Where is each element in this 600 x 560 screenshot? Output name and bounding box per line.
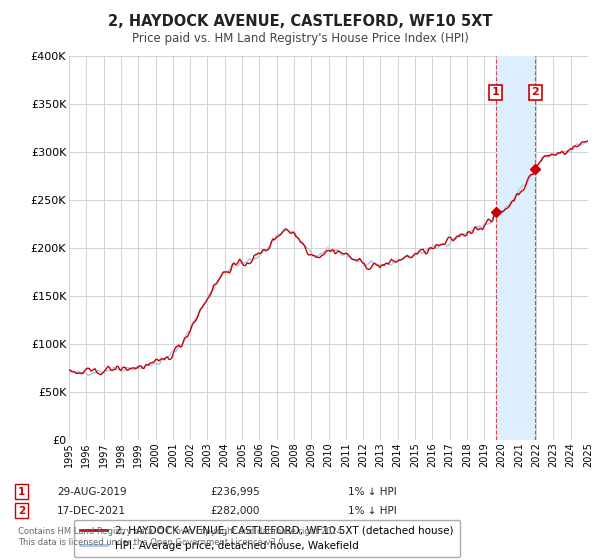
Text: Contains HM Land Registry data © Crown copyright and database right 2024.: Contains HM Land Registry data © Crown c… bbox=[18, 528, 344, 536]
Text: Price paid vs. HM Land Registry's House Price Index (HPI): Price paid vs. HM Land Registry's House … bbox=[131, 32, 469, 45]
Text: 2: 2 bbox=[532, 87, 539, 97]
Text: 29-AUG-2019: 29-AUG-2019 bbox=[57, 487, 127, 497]
Text: 1% ↓ HPI: 1% ↓ HPI bbox=[348, 487, 397, 497]
Text: 2: 2 bbox=[18, 506, 25, 516]
Text: This data is licensed under the Open Government Licence v3.0.: This data is licensed under the Open Gov… bbox=[18, 538, 286, 547]
Text: 2, HAYDOCK AVENUE, CASTLEFORD, WF10 5XT: 2, HAYDOCK AVENUE, CASTLEFORD, WF10 5XT bbox=[108, 14, 492, 29]
Text: 1% ↓ HPI: 1% ↓ HPI bbox=[348, 506, 397, 516]
Legend: 2, HAYDOCK AVENUE, CASTLEFORD, WF10 5XT (detached house), HPI: Average price, de: 2, HAYDOCK AVENUE, CASTLEFORD, WF10 5XT … bbox=[74, 520, 460, 557]
Text: 1: 1 bbox=[492, 87, 499, 97]
Bar bbox=[496, 56, 535, 440]
Text: 17-DEC-2021: 17-DEC-2021 bbox=[57, 506, 126, 516]
Text: £236,995: £236,995 bbox=[210, 487, 260, 497]
Text: £282,000: £282,000 bbox=[210, 506, 259, 516]
Text: 1: 1 bbox=[18, 487, 25, 497]
